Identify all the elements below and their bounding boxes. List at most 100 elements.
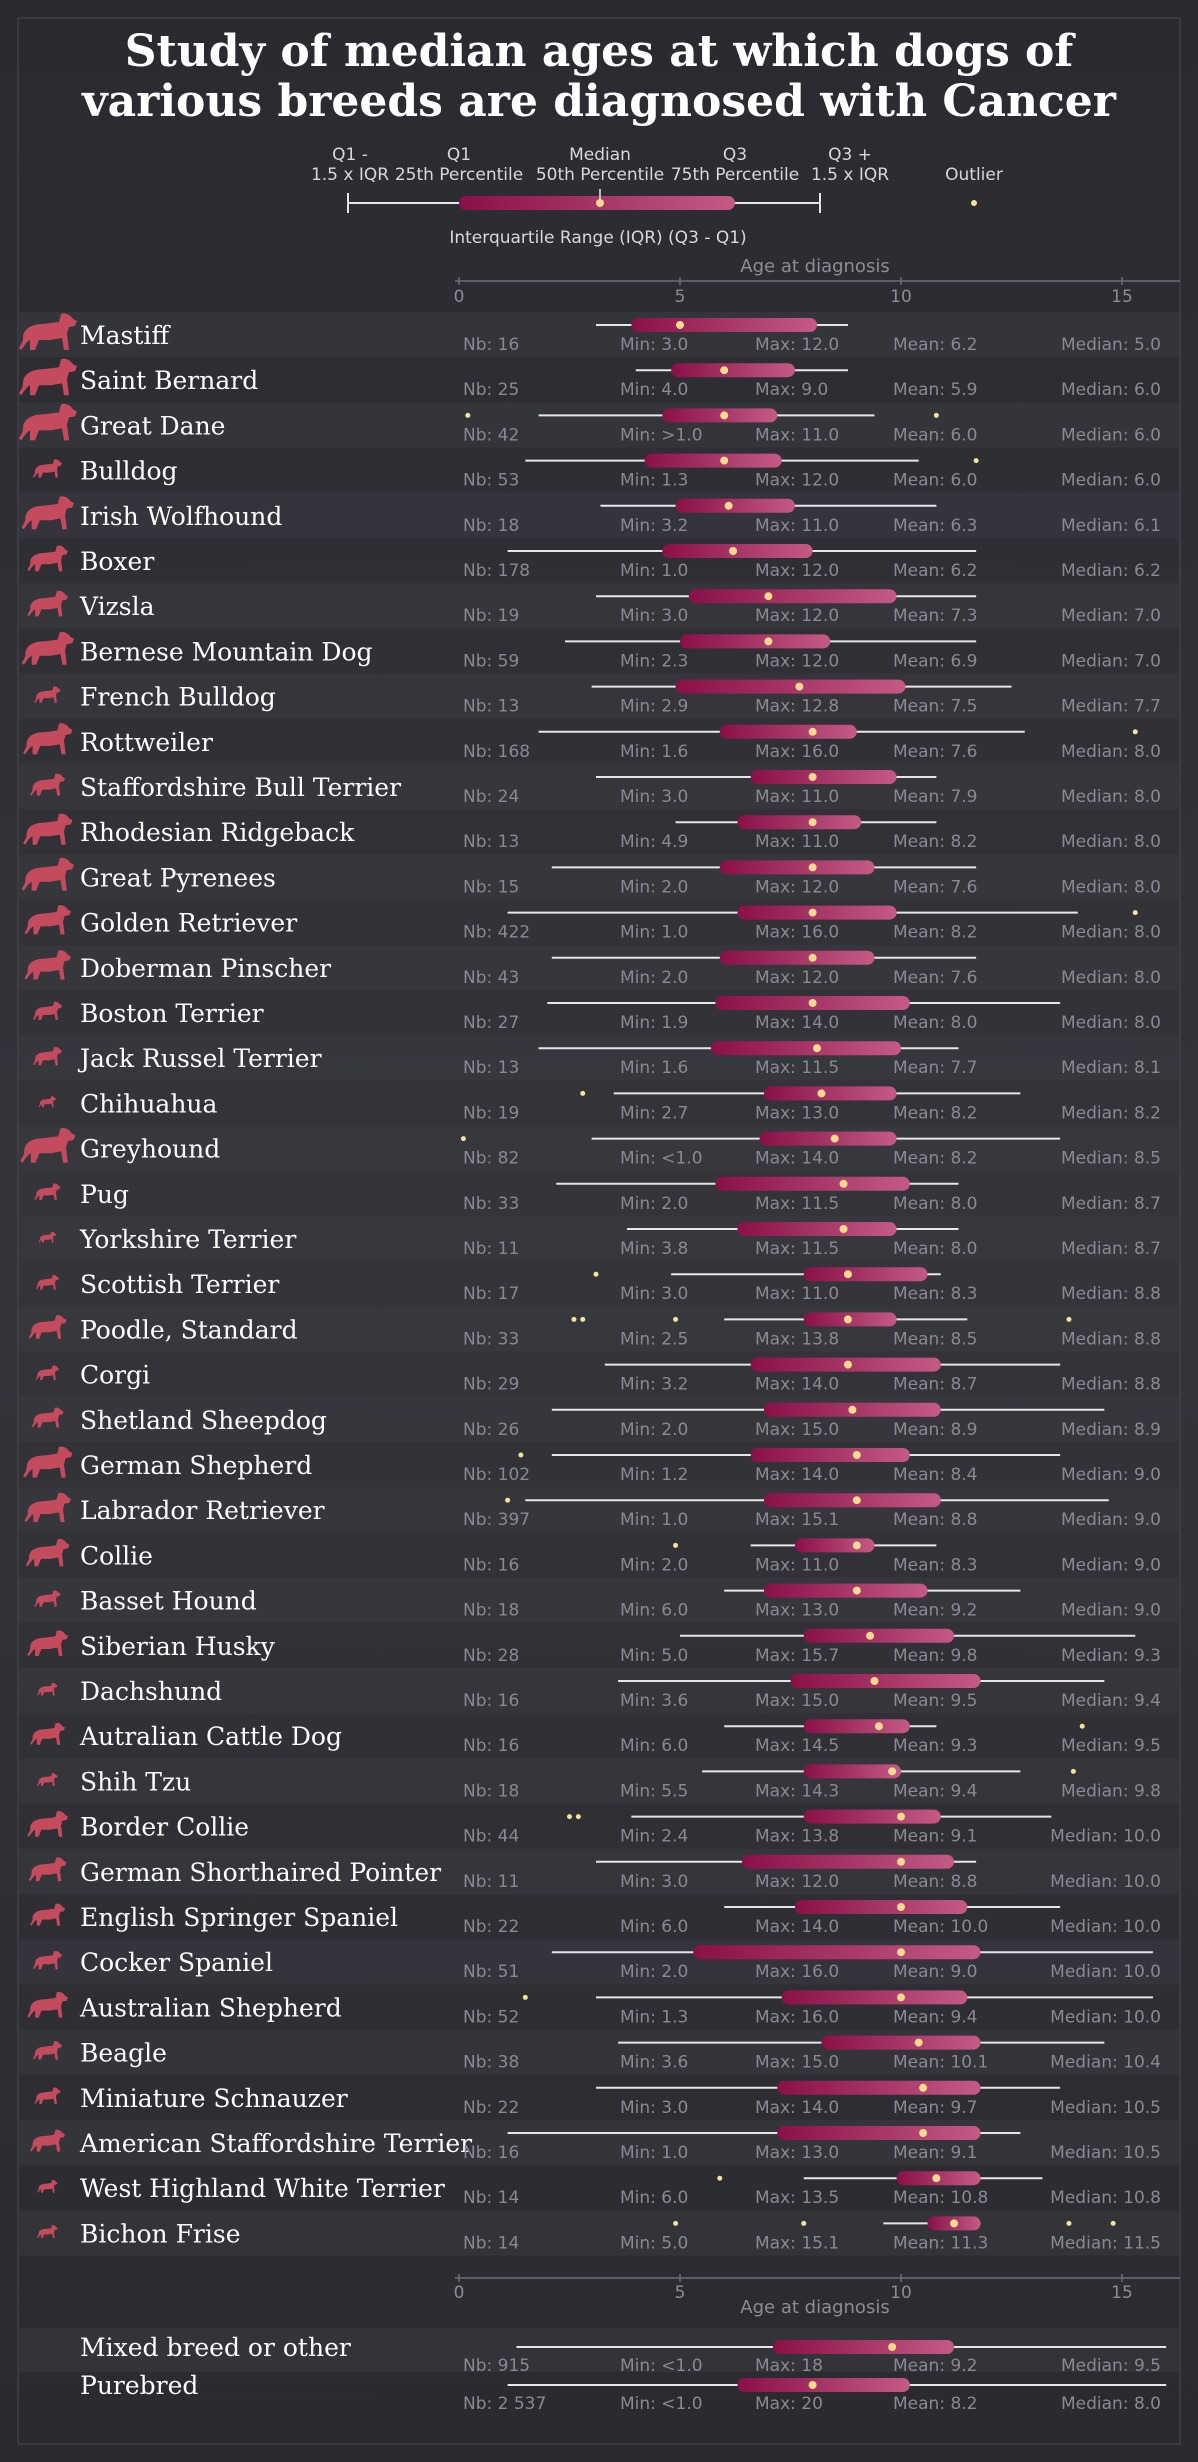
breed-row: Bulldog Nb: 53 Min: 1.3 Max: 12.0 Mean: 6.0 M… — [33, 453, 1161, 491]
breed-row: Chihuahua Nb: 19 Min: 2.7 Max: 13.0 Mean: 8.… — [38, 1086, 1161, 1123]
dog-icon — [38, 1096, 56, 1108]
breed-row: Jack Russel Terrier Nb: 13 Min: 1.6 Max: 11… — [18, 1035, 1180, 1081]
breed-median-dot — [808, 727, 817, 736]
breed-mean: Mean: 8.2 — [893, 923, 978, 943]
breed-mean: Mean: 7.6 — [893, 968, 978, 988]
breed-min: Min: 6.0 — [620, 1917, 688, 1937]
dog-icon — [35, 1365, 59, 1380]
breed-box — [662, 544, 813, 558]
group-max: Max: 18 — [755, 2356, 823, 2376]
breed-mean: Mean: 8.7 — [893, 1375, 978, 1395]
row-band — [18, 1577, 1180, 1623]
breed-min: Min: 6.0 — [620, 1601, 688, 1621]
breed-max: Max: 12.0 — [755, 877, 839, 897]
breed-name: Jack Russel Terrier — [77, 1044, 322, 1073]
breed-median: Median: 10.0 — [1050, 1962, 1161, 1982]
breed-median-dot — [848, 1405, 857, 1414]
breed-min: Min: 1.2 — [620, 1465, 688, 1485]
breed-nb: Nb: 19 — [463, 1103, 519, 1123]
breed-nb: Nb: 18 — [463, 516, 519, 536]
breed-max: Max: 11.5 — [755, 1239, 839, 1259]
breed-median-dot — [839, 1225, 848, 1233]
breed-row: Beagle Nb: 38 Min: 3.6 Max: 15.0 Mean: 10.1 M… — [18, 2029, 1180, 2075]
breed-max: Max: 16.0 — [755, 2007, 839, 2027]
breed-median: Median: 8.0 — [1061, 742, 1161, 762]
breed-outlier-dot — [518, 1452, 524, 1458]
breed-median-dot — [866, 1631, 875, 1640]
breed-mean: Mean: 9.4 — [893, 2007, 978, 2027]
dog-icon — [27, 1630, 68, 1656]
dog-icon — [27, 545, 68, 572]
breed-median-dot — [914, 2038, 923, 2047]
breed-max: Max: 11.5 — [755, 1058, 839, 1078]
breed-outlier-dot — [522, 1994, 528, 2000]
breed-row: Shetland Sheepdog Nb: 26 Min: 2.0 Max: 15.0… — [18, 1396, 1180, 1442]
breed-median: Median: 9.0 — [1061, 1465, 1161, 1485]
bottom-tick-label: 5 — [675, 2283, 686, 2303]
breed-mean: Mean: 6.3 — [893, 516, 978, 536]
breed-median-dot — [897, 1948, 905, 1957]
breed-max: Max: 11.0 — [755, 787, 839, 807]
breed-box — [644, 453, 782, 468]
breed-mean: Mean: 6.9 — [893, 651, 978, 671]
breed-box — [763, 1493, 941, 1508]
breed-name: Golden Retriever — [80, 909, 297, 938]
breed-nb: Nb: 52 — [463, 2007, 519, 2027]
breed-row: Saint Bernard Nb: 25 Min: 4.0 Max: 9.0 Mean:… — [19, 358, 1161, 400]
legend-outlier: Outlier — [945, 165, 1003, 185]
breed-median: Median: 10.0 — [1050, 2007, 1161, 2027]
breed-outlier-dot — [717, 2175, 723, 2181]
breed-box — [821, 2035, 981, 2050]
breed-name: Great Dane — [80, 411, 225, 440]
breed-mean: Mean: 8.8 — [893, 1510, 978, 1530]
breed-min: Min: 4.0 — [620, 380, 688, 400]
group-median-dot — [888, 2343, 897, 2351]
breed-median-dot — [874, 1722, 883, 1731]
breed-row: Great Dane Nb: 42 Min: >1.0 Max: 11.0 Mean: … — [18, 402, 1180, 448]
breed-median: Median: 8.0 — [1061, 968, 1161, 988]
breed-max: Max: 14.3 — [755, 1781, 839, 1801]
breed-median-dot — [676, 321, 684, 329]
breed-max: Max: 11.0 — [755, 832, 839, 852]
breed-row: Dachshund Nb: 16 Min: 3.6 Max: 15.0 Mean: 9.… — [18, 1668, 1180, 1714]
dog-icon — [33, 459, 62, 478]
breed-max: Max: 16.0 — [755, 1962, 839, 1982]
breed-mean: Mean: 8.5 — [893, 1329, 978, 1349]
breed-mean: Mean: 8.2 — [893, 1149, 978, 1169]
breed-row: Bichon Frise Nb: 14 Min: 5.0 Max: 15.1 Mean:… — [18, 2210, 1180, 2256]
breed-outlier-dot — [465, 412, 471, 418]
breed-median: Median: 11.5 — [1050, 2233, 1161, 2253]
breed-median-dot — [950, 2219, 959, 2228]
breed-name: Labrador Retriever — [80, 1496, 325, 1525]
breed-row: Shih Tzu Nb: 18 Min: 5.5 Max: 14.3 Mean: 9.4… — [18, 1758, 1180, 1804]
breed-nb: Nb: 59 — [463, 651, 519, 671]
breed-name: German Shorthaired Pointer — [80, 1858, 441, 1887]
breed-median: Median: 7.0 — [1061, 606, 1161, 626]
breed-row: Miniature Schnauzer Nb: 22 Min: 3.0 Max: 14… — [34, 2080, 1161, 2118]
breed-box — [675, 679, 906, 694]
breed-row: Siberian Husky Nb: 28 Min: 5.0 Max: 15.7 Mea… — [27, 1628, 1161, 1666]
bottom-tick-label: 0 — [454, 2283, 465, 2303]
breed-box — [777, 2080, 981, 2095]
breed-box — [737, 1222, 897, 1236]
breed-mean: Mean: 9.2 — [893, 1601, 978, 1621]
breed-name: Rhodesian Ridgeback — [80, 818, 355, 847]
group-mean: Mean: 9.2 — [893, 2356, 978, 2376]
breed-nb: Nb: 24 — [463, 787, 519, 807]
breed-min: Min: 1.0 — [620, 2143, 688, 2163]
breed-nb: Nb: 16 — [463, 2143, 519, 2163]
breed-outlier-dot — [1110, 2220, 1116, 2226]
breed-nb: Nb: 29 — [463, 1375, 519, 1395]
breed-rows: Mastiff Nb: 16 Min: 3.0 Max: 12.0 Mean: 6.2 M… — [18, 312, 1180, 2256]
breed-outlier-dot — [1070, 1768, 1076, 1774]
breed-median: Median: 10.4 — [1050, 2053, 1161, 2073]
dog-icon — [30, 2129, 66, 2152]
breed-max: Max: 13.8 — [755, 1329, 839, 1349]
breed-max: Max: 11.0 — [755, 1284, 839, 1304]
breed-row: Irish Wolfhound Nb: 18 Min: 3.2 Max: 11.0 Me… — [18, 492, 1180, 538]
breed-row: Great Pyrenees Nb: 15 Min: 2.0 Max: 12.0 Mea… — [18, 854, 1180, 900]
breed-median-dot — [852, 1541, 861, 1550]
breed-box — [803, 1267, 928, 1282]
